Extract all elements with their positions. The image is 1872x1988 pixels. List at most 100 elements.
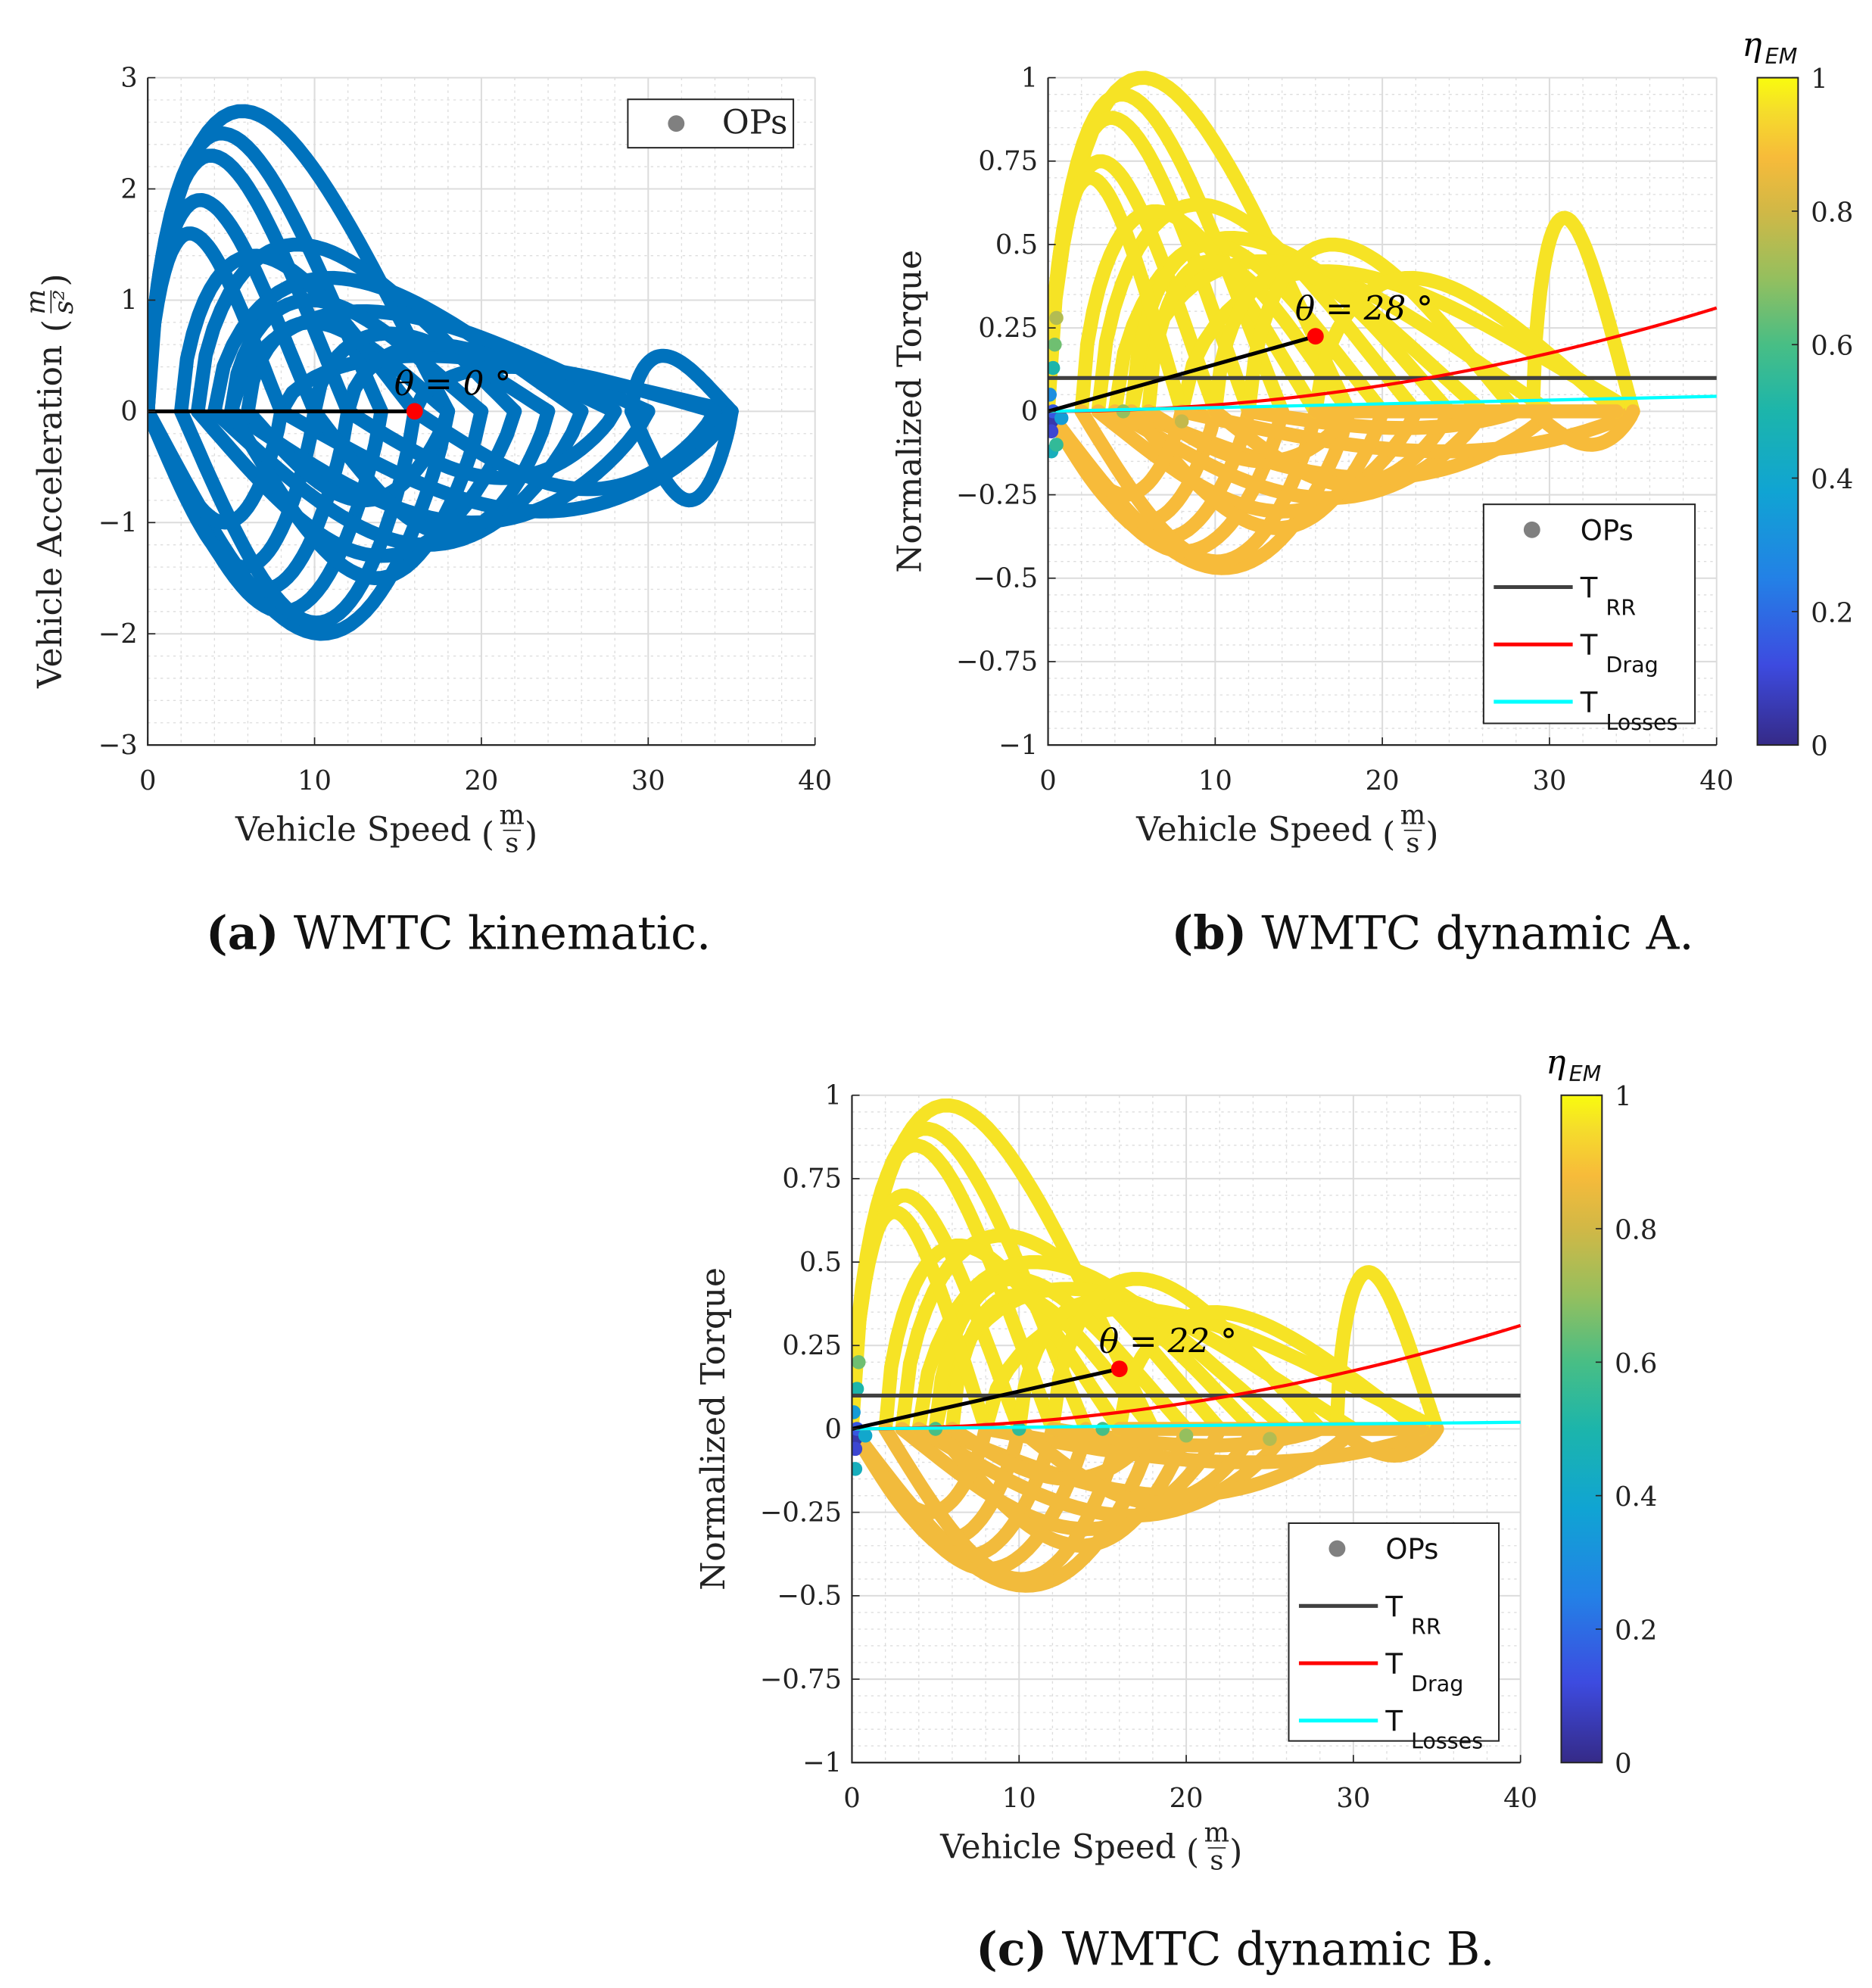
x-tick-label: 0: [139, 765, 156, 796]
y-tick-label: −0.75: [760, 1664, 842, 1695]
ops-loop-decel: [852, 1422, 993, 1519]
y-tick-label: 0.5: [995, 229, 1038, 260]
ops-loop-accel: [1525, 210, 1640, 419]
legend-marker: [1328, 1540, 1346, 1557]
x-tick-label: 20: [464, 765, 498, 796]
ops-point: [852, 1441, 863, 1457]
caption-label: (b): [1172, 906, 1247, 960]
x-unit-paren: ): [1229, 1833, 1242, 1871]
ops-loop-accel: [148, 193, 322, 419]
y-tick-label: 1: [120, 285, 137, 316]
y-unit-paren: ): [36, 273, 75, 286]
x-tick-label: 0: [1039, 765, 1056, 796]
colorbar-tick-label: 0.6: [1615, 1348, 1657, 1379]
y-axis-label: Vehicle Acceleration: [31, 345, 70, 689]
legend-marker: [1523, 521, 1540, 538]
x-tick-label: 10: [1002, 1783, 1036, 1814]
ops-loop-decel: [341, 404, 622, 485]
y-tick-label: −0.5: [973, 563, 1038, 594]
ops-loop-decel: [1074, 404, 1323, 569]
ops-loop-accel: [945, 1288, 1160, 1436]
ops-loop-accel: [1045, 1272, 1327, 1436]
ops-point: [1048, 360, 1061, 375]
ops-loop-accel: [241, 315, 456, 419]
legend-label-subscript: Losses: [1606, 709, 1677, 735]
y-tick-label: 0: [120, 396, 137, 427]
ops-loop-accel: [1091, 197, 1423, 419]
colorbar-label: η: [1546, 1043, 1565, 1082]
colorbar-tick-label: 0.2: [1615, 1615, 1657, 1646]
ops-loop-accel: [852, 1138, 1060, 1436]
ops-loop-accel: [1048, 170, 1189, 419]
ops-loop-decel: [307, 404, 556, 541]
x-axis-label: Vehicle Speed: [939, 1828, 1176, 1866]
theta-annotation: θ = 22 °: [1099, 1322, 1237, 1360]
ops-scatter: [1048, 70, 1640, 575]
x-unit-denominator: s: [1210, 1846, 1223, 1877]
y-tick-label: 2: [120, 173, 137, 204]
ops-loop-decel: [878, 1422, 1126, 1587]
y-tick-label: −1: [802, 1747, 842, 1778]
ops-point: [1012, 1422, 1026, 1436]
y-tick-label: 0.75: [978, 146, 1038, 177]
colorbar-tick-label: 0.8: [1615, 1214, 1657, 1245]
legend-label: OPs: [1581, 514, 1634, 547]
ops-loop-decel: [207, 404, 589, 552]
ops-loop-decel: [1012, 1422, 1260, 1510]
ops-point: [1048, 424, 1059, 439]
theta-line: [851, 1366, 1120, 1431]
x-axis-label: Vehicle Speed: [235, 810, 471, 849]
legend-label: T: [1580, 629, 1598, 662]
ops-point: [1174, 414, 1189, 428]
ops-loop-accel: [1112, 1304, 1428, 1436]
ops-point: [1049, 310, 1064, 326]
legend-label-subscript: RR: [1411, 1613, 1441, 1639]
x-tick-label: 10: [1198, 765, 1232, 796]
ops-loop-decel: [1241, 404, 1524, 435]
x-tick-label: 20: [1366, 765, 1400, 796]
y-tick-label: −0.75: [956, 647, 1038, 678]
ops-loop-decel: [241, 404, 456, 508]
legend-label-subscript: Losses: [1411, 1728, 1483, 1754]
panel-c: θ = 22 °0 10 20 30 40−1−0.75−0.5−0.2500.250.…: [694, 1043, 1657, 1977]
legend-label: T: [1385, 1591, 1403, 1623]
ops-loop-accel: [1329, 1265, 1444, 1436]
y-axis-label-group: Normalized Torque: [694, 1267, 733, 1591]
ops-loop-accel: [407, 360, 722, 419]
y-tick-label: 0.75: [782, 1164, 842, 1195]
legend: OPs T RR T Drag T Losses: [1482, 503, 1696, 735]
ops-point: [1179, 1429, 1194, 1443]
legend-label-subscript: RR: [1606, 595, 1636, 621]
legend-label-subscript: Drag: [1606, 652, 1658, 678]
x-unit-denominator: s: [505, 827, 519, 858]
ops-point: [1048, 337, 1062, 352]
ops-loop-accel: [625, 348, 739, 419]
caption-text: WMTC dynamic B.: [1047, 1924, 1494, 1977]
y-tick-label: −0.25: [760, 1497, 842, 1528]
theta-annotation: θ = 28 °: [1295, 289, 1433, 328]
caption-label: (a): [206, 906, 279, 960]
legend-box: [1288, 1522, 1500, 1742]
caption: (a) WMTC kinematic.: [206, 906, 711, 960]
colorbar-tick-label: 0: [1811, 731, 1827, 762]
y-tick-label: 1: [1021, 62, 1038, 93]
caption-label: (c): [976, 1923, 1047, 1977]
x-tick-label: 40: [1699, 765, 1733, 796]
y-tick-label: −3: [98, 730, 138, 761]
panel-b: θ = 28 °0 10 20 30 40−1−0.75−0.5−0.2500.250.…: [890, 26, 1853, 960]
theta-line: [1047, 334, 1316, 413]
y-axis-label-group: Vehicle Acceleration (ms²): [20, 273, 79, 689]
y-tick-label: 3: [120, 62, 137, 93]
legend: OPs: [627, 98, 795, 149]
x-tick-label: 20: [1170, 1783, 1204, 1814]
ops-point: [852, 1405, 861, 1419]
legend-label: T: [1385, 1647, 1403, 1680]
x-unit-denominator: s: [1406, 827, 1419, 858]
legend-label-subscript: Drag: [1411, 1671, 1463, 1697]
x-unit-numerator: m: [500, 799, 525, 830]
ops-loop-accel: [852, 1204, 993, 1436]
colorbar: [1756, 76, 1799, 746]
legend-box: [627, 98, 795, 149]
ops-point: [1054, 410, 1069, 425]
x-unit-paren: ): [1425, 815, 1438, 854]
